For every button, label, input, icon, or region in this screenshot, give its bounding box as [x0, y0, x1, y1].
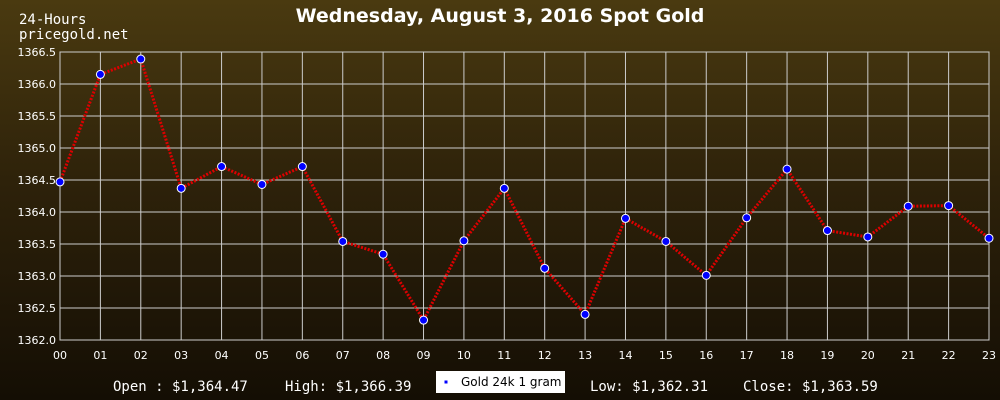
legend: Gold 24k 1 gram: [436, 371, 565, 393]
y-tick-label: 1365.5: [18, 110, 57, 123]
y-tick-label: 1366.0: [18, 78, 57, 91]
data-point: [257, 179, 267, 189]
y-tick-label: 1362.5: [18, 302, 57, 315]
data-point: [580, 309, 590, 319]
y-tick-label: 1364.5: [18, 174, 57, 187]
data-point: [378, 249, 388, 259]
high-stat: High: $1,366.39: [285, 379, 411, 395]
legend-box: [436, 371, 565, 393]
y-tick-label: 1363.0: [18, 270, 57, 283]
x-tick-label: 11: [497, 349, 511, 362]
data-point: [95, 69, 105, 79]
x-tick-label: 21: [901, 349, 915, 362]
data-point: [620, 213, 630, 223]
data-point: [419, 315, 429, 325]
x-tick-label: 05: [255, 349, 269, 362]
close-stat: Close: $1,363.59: [743, 379, 878, 395]
x-tick-label: 15: [659, 349, 673, 362]
data-point: [540, 263, 550, 273]
axes: 1362.0 1362.5 1363.0 1363.5 1364.0 1364.5 1365…: [18, 46, 997, 362]
source-label: pricegold.net: [19, 27, 129, 43]
x-tick-label: 07: [336, 349, 350, 362]
x-tick-label: 12: [538, 349, 552, 362]
x-tick-label: 17: [740, 349, 754, 362]
x-tick-label: 18: [780, 349, 794, 362]
y-tick-label: 1363.5: [18, 238, 57, 251]
x-tick-label: 19: [820, 349, 834, 362]
data-point: [903, 201, 913, 211]
x-tick-label: 23: [982, 349, 996, 362]
data-point: [742, 213, 752, 223]
x-tick-label: 08: [376, 349, 390, 362]
y-tick-label: 1365.0: [18, 142, 57, 155]
grid: [59, 51, 990, 341]
data-point: [297, 162, 307, 172]
low-stat: Low: $1,362.31: [590, 379, 708, 395]
data-point: [136, 54, 146, 64]
x-tick-label: 09: [417, 349, 431, 362]
data-point: [217, 162, 227, 172]
data-point: [459, 236, 469, 246]
data-point: [338, 236, 348, 246]
y-tick-label: 1362.0: [18, 334, 57, 347]
legend-marker: [444, 380, 448, 384]
x-tick-label: 01: [93, 349, 107, 362]
y-tick-label: 1364.0: [18, 206, 57, 219]
x-tick-label: 20: [861, 349, 875, 362]
series-line: [58, 57, 990, 324]
x-tick-label: 13: [578, 349, 592, 362]
legend-label: Gold 24k 1 gram: [461, 375, 561, 389]
chart-title: Wednesday, August 3, 2016 Spot Gold: [296, 5, 705, 27]
plot-frame: [59, 51, 990, 341]
x-tick-label: 02: [134, 349, 148, 362]
data-point: [863, 232, 873, 242]
data-point: [55, 177, 65, 187]
x-tick-label: 06: [295, 349, 309, 362]
x-tick-label: 16: [699, 349, 713, 362]
x-tick-label: 10: [457, 349, 471, 362]
series: [55, 54, 994, 325]
data-point: [822, 226, 832, 236]
x-tick-label: 03: [174, 349, 188, 362]
x-tick-label: 22: [942, 349, 956, 362]
x-tick-label: 14: [618, 349, 632, 362]
data-point: [661, 236, 671, 246]
data-point: [782, 164, 792, 174]
open-stat: Open : $1,364.47: [113, 379, 248, 395]
x-tick-label: 00: [53, 349, 67, 362]
data-point: [176, 183, 186, 193]
y-tick-label: 1366.5: [18, 46, 57, 59]
data-point: [984, 233, 994, 243]
data-point: [499, 183, 509, 193]
data-point: [701, 270, 711, 280]
timeframe-label: 24-Hours: [19, 12, 86, 28]
x-tick-label: 04: [215, 349, 229, 362]
data-point: [944, 201, 954, 211]
